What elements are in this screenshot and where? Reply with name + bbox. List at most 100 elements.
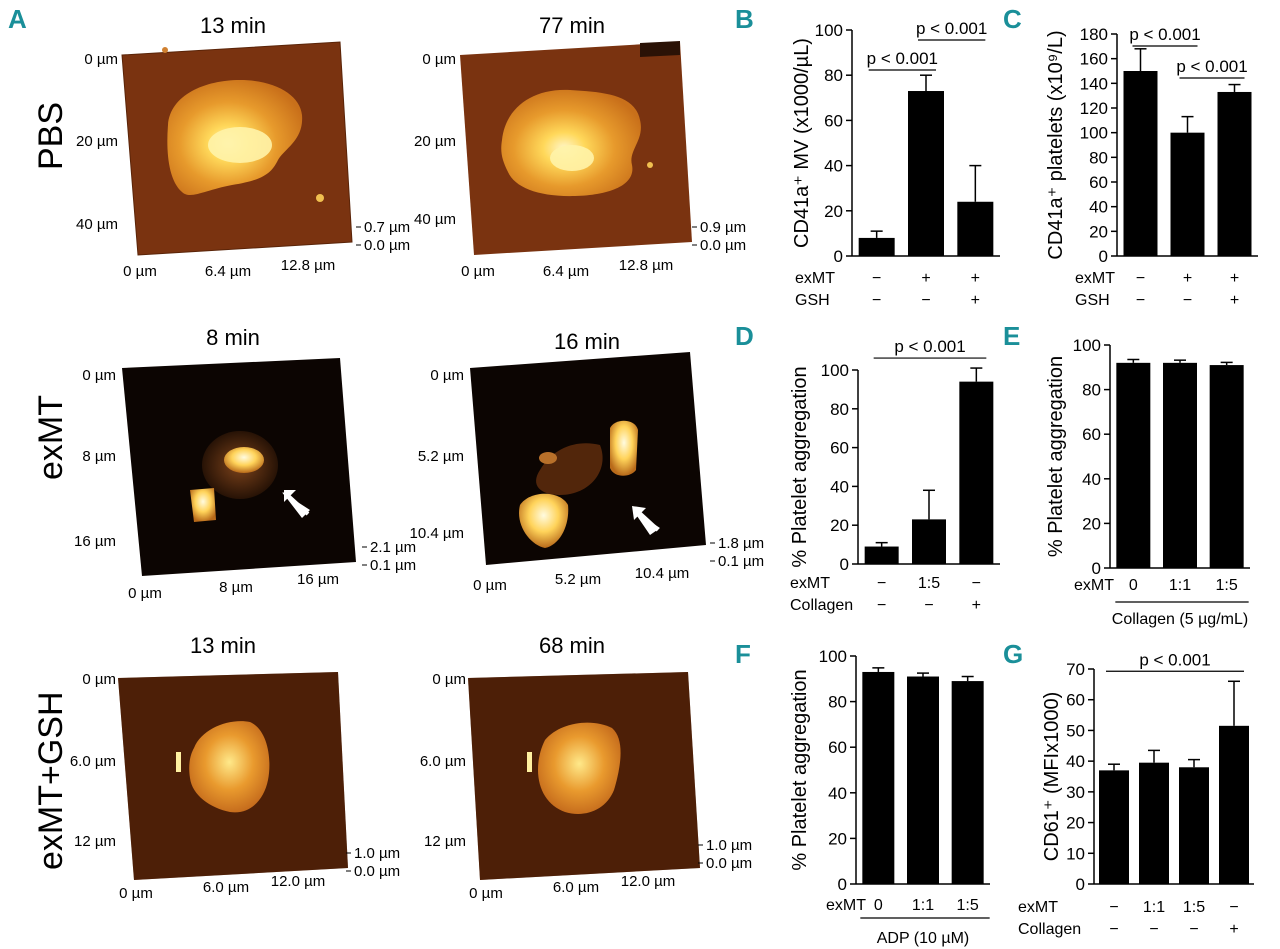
p-value-label: p < 0.001 — [894, 337, 965, 356]
bar — [1163, 362, 1197, 568]
afm-y-tick-label: 5.2 µm — [418, 448, 464, 465]
afm-y-tick-label: 0 µm — [430, 367, 464, 384]
afm-y-tick-label: 6.0 µm — [70, 753, 116, 770]
condition-level: 1:5 — [918, 575, 940, 592]
afm-z-tick-label: 1.0 µm — [706, 837, 752, 854]
afm-y-tick-label: 0 µm — [422, 51, 456, 68]
afm-y-tick-label: 0 µm — [432, 671, 466, 688]
afm-y-tick-label: 0 µm — [82, 367, 116, 384]
condition-name: Collagen — [1018, 921, 1081, 938]
bar — [1099, 770, 1129, 884]
y-tick-label: 40 — [824, 157, 843, 176]
condition-name: Collagen — [790, 597, 853, 614]
y-tick-label: 20 — [1089, 222, 1108, 241]
y-tick-label: 20 — [1066, 814, 1085, 833]
p-value-label: p < 0.001 — [916, 19, 987, 38]
y-tick-label: 0 — [834, 247, 843, 266]
bar — [1209, 365, 1244, 568]
afm-title: 77 min — [539, 13, 605, 38]
condition-name: exMT — [1075, 270, 1115, 287]
afm-y-tick-label: 40 µm — [414, 211, 456, 228]
y-axis-label: CD41a⁺ platelets (x10⁹/L) — [1045, 30, 1067, 259]
group-label: ADP (10 µM) — [877, 930, 970, 947]
row-label-exmt: exMT — [32, 395, 70, 480]
afm-x-tick-label: 0 µm — [123, 263, 157, 280]
condition-level: − — [872, 292, 881, 309]
afm-z-tick-label: 1.0 µm — [354, 845, 400, 862]
condition-level: − — [921, 292, 930, 309]
afm-z-tick-label: 0.9 µm — [700, 219, 746, 236]
afm-y-tick-label: 20 µm — [76, 133, 118, 150]
y-tick-label: 20 — [830, 516, 849, 535]
p-value-label: p < 0.001 — [1176, 57, 1247, 76]
afm-z-tick-label: 2.1 µm — [370, 539, 416, 556]
afm-title: 13 min — [200, 13, 266, 38]
afm-y-tick-label: 16 µm — [74, 533, 116, 550]
panel-label-g: G — [1003, 639, 1023, 669]
y-axis-label: CD41a⁺ MV (x1000/µL) — [791, 38, 813, 248]
afm-x-tick-label: 12.0 µm — [271, 873, 326, 890]
y-tick-label: 80 — [828, 693, 847, 712]
afm-y-tick-label: 8 µm — [82, 448, 116, 465]
afm-image-exmt-8: 8 min — [122, 325, 356, 576]
afm-x-tick-label: 12.8 µm — [281, 257, 336, 274]
afm-y-tick-label: 0 µm — [82, 671, 116, 688]
bar — [908, 91, 944, 257]
y-tick-label: 40 — [828, 784, 847, 803]
afm-y-tick-label: 20 µm — [414, 133, 456, 150]
condition-name: GSH — [1075, 292, 1110, 309]
y-tick-label: 100 — [819, 647, 847, 666]
y-axis-label: % Platelet aggregation — [1045, 356, 1067, 557]
y-tick-label: 100 — [1080, 124, 1108, 143]
y-tick-label: 180 — [1080, 25, 1108, 44]
afm-y-tick-label: 40 µm — [76, 216, 118, 233]
panel-label-d: D — [735, 321, 754, 351]
condition-level: 1:5 — [1183, 899, 1205, 916]
condition-level: 1:1 — [1169, 577, 1191, 594]
afm-image-exmt-16: 16 min — [470, 329, 706, 565]
bar — [858, 237, 895, 256]
bar-chart-c: 0 20 40 60 80 100 120 140 160 180 CD41a⁺ platelets… — [1045, 25, 1258, 309]
afm-x-tick-label: 16 µm — [297, 571, 339, 588]
row-label-pbs: PBS — [32, 102, 70, 170]
panel-label-b: B — [735, 4, 754, 34]
cell-shape — [501, 89, 641, 197]
y-tick-label: 60 — [1082, 425, 1101, 444]
bar — [912, 519, 946, 564]
afm-z-tick-label: 0.0 µm — [706, 855, 752, 872]
y-tick-label: 0 — [840, 555, 849, 574]
y-tick-label: 50 — [1066, 721, 1085, 740]
condition-level: 1:1 — [1143, 899, 1165, 916]
afm-x-tick-label: 6.0 µm — [203, 879, 249, 896]
y-tick-label: 160 — [1080, 50, 1108, 69]
condition-level: 1:1 — [912, 897, 934, 914]
condition-name: exMT — [1018, 899, 1058, 916]
afm-x-tick-label: 0 µm — [119, 885, 153, 902]
afm-image-pbs-13: 13 min — [121, 13, 353, 256]
bar — [1179, 767, 1209, 884]
y-tick-label: 40 — [1082, 470, 1101, 489]
afm-x-tick-label: 10.4 µm — [635, 565, 690, 582]
panel-label-e: E — [1003, 321, 1020, 351]
bar — [957, 201, 994, 256]
y-tick-label: 60 — [830, 439, 849, 458]
condition-level: − — [1149, 921, 1158, 938]
bar — [1116, 362, 1151, 568]
y-tick-label: 60 — [828, 738, 847, 757]
bar-chart-d: 0 20 40 60 80 100 % Platelet aggregation exMT − 1… — [789, 337, 1000, 614]
y-tick-label: 10 — [1066, 844, 1085, 863]
condition-level: − — [972, 575, 981, 592]
y-tick-label: 80 — [824, 66, 843, 85]
afm-image-gsh-68: 68 min — [468, 633, 700, 880]
afm-y-tick-label: 6.0 µm — [420, 753, 466, 770]
y-tick-label: 120 — [1080, 99, 1108, 118]
condition-level: + — [971, 270, 980, 287]
panel-label-c: C — [1003, 4, 1022, 34]
y-tick-label: 60 — [824, 111, 843, 130]
y-tick-label: 0 — [838, 875, 847, 894]
y-tick-label: 100 — [815, 21, 843, 40]
